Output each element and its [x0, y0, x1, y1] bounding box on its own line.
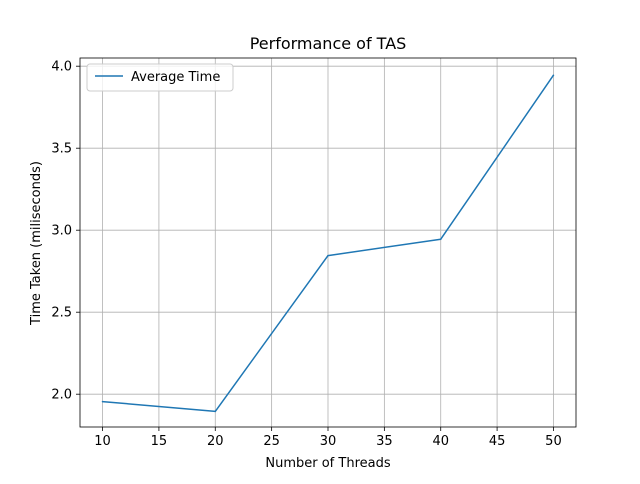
x-tick-label: 20: [207, 434, 224, 449]
data-point: [214, 410, 217, 413]
x-axis-ticks: 10 15 20 25 30 35 40 45 50: [94, 427, 562, 449]
data-point: [439, 238, 442, 240]
x-tick-label: 45: [489, 434, 506, 449]
x-axis-label: Number of Threads: [265, 456, 390, 471]
chart-title: Performance of TAS: [250, 34, 407, 53]
x-tick-label: 30: [320, 434, 337, 449]
y-tick-label: 3.0: [51, 224, 72, 239]
data-point: [552, 74, 555, 76]
y-tick-label: 2.5: [51, 306, 72, 321]
y-axis-label: Time Taken (miliseconds): [29, 161, 44, 326]
y-tick-label: 2.0: [51, 388, 72, 403]
y-axis-ticks: 2.0 2.5 3.0 3.5 4.0: [51, 60, 80, 403]
x-tick-label: 10: [94, 434, 111, 449]
x-tick-label: 40: [432, 434, 449, 449]
x-tick-label: 15: [151, 434, 168, 449]
x-tick-label: 35: [376, 434, 393, 449]
legend: Average Time: [86, 63, 234, 92]
series-layer: [101, 74, 555, 413]
data-point: [101, 400, 104, 403]
grid: [80, 58, 576, 427]
legend-label-average-time: Average Time: [131, 70, 220, 85]
x-tick-label: 25: [263, 434, 280, 449]
x-tick-label: 50: [545, 434, 562, 449]
data-point: [327, 254, 329, 257]
y-tick-label: 3.5: [51, 142, 72, 157]
legend-box: [86, 63, 234, 92]
y-tick-label: 4.0: [51, 60, 72, 75]
